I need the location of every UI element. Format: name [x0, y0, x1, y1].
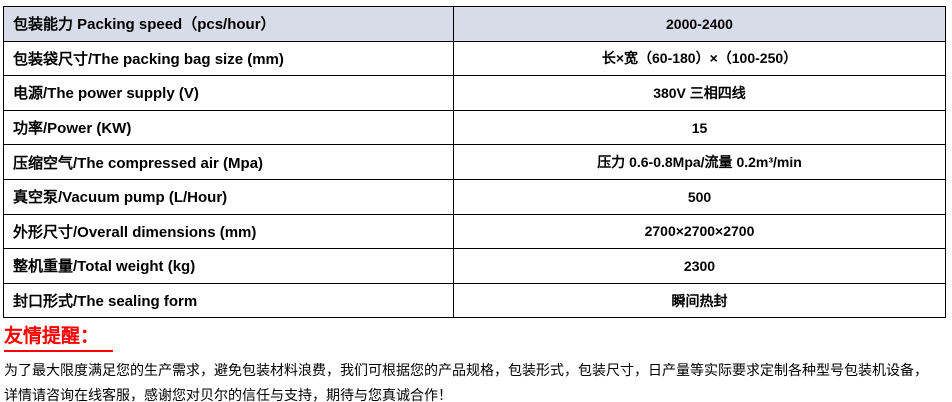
spec-value: 500 — [453, 178, 946, 215]
spec-row: 外形尺寸/Overall dimensions (mm) 2700×2700×2… — [3, 213, 946, 250]
spec-value: 2000-2400 — [453, 6, 946, 42]
reminder-section: 友情提醒： 为了最大限度满足您的生产需求，避免包装材料浪费，我们可根据您的产品规… — [0, 318, 952, 402]
spec-label: 整机重量/Total weight (kg) — [3, 248, 454, 284]
spec-row: 封口形式/The sealing form 瞬间热封 — [3, 282, 946, 319]
spec-row: 包装能力 Packing speed（pcs/hour） 2000-2400 — [3, 6, 946, 42]
spec-label: 真空泵/Vacuum pump (L/Hour) — [3, 178, 454, 215]
spec-row: 真空泵/Vacuum pump (L/Hour) 500 — [3, 178, 946, 215]
spec-label: 包装袋尺寸/The packing bag size (mm) — [3, 40, 454, 77]
spec-label: 电源/The power supply (V) — [3, 75, 454, 111]
reminder-text: 为了最大限度满足您的生产需求，避免包装材料浪费，我们可根据您的产品规格，包装形式… — [4, 358, 952, 402]
spec-value: 2700×2700×2700 — [453, 213, 946, 250]
spec-value: 瞬间热封 — [453, 282, 946, 319]
spec-value: 15 — [453, 109, 946, 146]
reminder-title: 友情提醒： — [4, 326, 114, 353]
reminder-line-2: 详情请咨询在线客服，感谢您对贝尔的信任与支持，期待与您真诚合作！ — [4, 387, 452, 402]
spec-value: 长×宽（60-180）×（100-250） — [453, 40, 946, 77]
spec-table: 包装能力 Packing speed（pcs/hour） 2000-2400 包… — [3, 6, 946, 319]
spec-row: 整机重量/Total weight (kg) 2300 — [3, 248, 946, 284]
spec-label: 封口形式/The sealing form — [3, 282, 454, 319]
reminder-line-1: 为了最大限度满足您的生产需求，避免包装材料浪费，我们可根据您的产品规格，包装形式… — [4, 362, 928, 379]
spec-table-body: 包装能力 Packing speed（pcs/hour） 2000-2400 包… — [3, 6, 946, 319]
spec-value: 2300 — [453, 248, 946, 284]
spec-row: 电源/The power supply (V) 380V 三相四线 — [3, 75, 946, 111]
spec-value: 压力 0.6-0.8Mpa/流量 0.2m³/min — [453, 144, 946, 180]
spec-value: 380V 三相四线 — [453, 75, 946, 111]
spec-row: 功率/Power (KW) 15 — [3, 109, 946, 146]
spec-row: 包装袋尺寸/The packing bag size (mm) 长×宽（60-1… — [3, 40, 946, 77]
spec-row: 压缩空气/The compressed air (Mpa) 压力 0.6-0.8… — [3, 144, 946, 180]
spec-label: 包装能力 Packing speed（pcs/hour） — [3, 6, 454, 42]
spec-label: 外形尺寸/Overall dimensions (mm) — [3, 213, 454, 250]
spec-label: 压缩空气/The compressed air (Mpa) — [3, 144, 454, 180]
spec-label: 功率/Power (KW) — [3, 109, 454, 146]
